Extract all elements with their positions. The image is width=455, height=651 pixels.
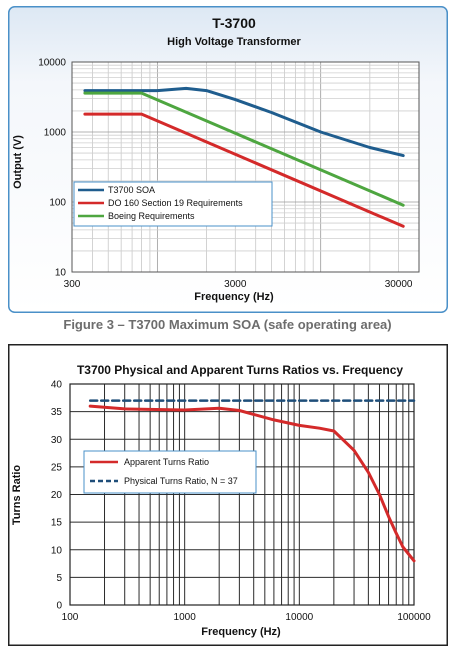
soa-chart-series <box>83 86 405 228</box>
soa-series-boeing-line <box>83 91 405 207</box>
turns-ratio-chart-title: T3700 Physical and Apparent Turns Ratios… <box>77 363 403 377</box>
turns-ratio-chart-legend: Apparent Turns Ratio Physical Turns Rati… <box>83 450 257 494</box>
turns-x-tick-label: 100 <box>62 612 79 623</box>
soa-y-tick-label: 100 <box>49 198 66 209</box>
legend-label-t3700-soa: T3700 SOA <box>108 185 155 195</box>
turns-ratio-chart-x-axis-label: Frequency (Hz) <box>201 626 281 638</box>
soa-y-tick-label: 10 <box>55 268 67 279</box>
soa-plot-area <box>72 62 419 272</box>
turns-y-tick-label: 10 <box>51 545 63 556</box>
soa-x-tick-label: 30000 <box>385 279 413 290</box>
soa-chart-grid <box>71 61 420 273</box>
turns-x-tick-label: 10000 <box>285 612 313 623</box>
turns-y-tick-label: 40 <box>51 380 63 391</box>
soa-chart-title: T-3700 <box>212 15 256 31</box>
soa-chart-panel: T-3700 High Voltage Transformer 300 3000 3… <box>8 6 448 313</box>
turns-ratio-chart-y-axis-label: Turns Ratio <box>11 465 23 526</box>
legend-label-physical: Physical Turns Ratio, N = 37 <box>124 476 238 486</box>
turns-ratio-chart: T3700 Physical and Apparent Turns Ratios… <box>8 344 448 646</box>
turns-y-tick-label: 5 <box>56 573 62 584</box>
soa-x-tick-label: 3000 <box>224 279 247 290</box>
soa-series-do160-line <box>83 112 405 228</box>
legend-label-boeing: Boeing Requirements <box>108 211 195 221</box>
soa-chart-y-axis-label: Output (V) <box>12 135 24 189</box>
soa-series-t3700-line <box>83 86 405 158</box>
turns-series-apparent-line <box>88 404 416 563</box>
soa-x-tick-label: 300 <box>64 279 81 290</box>
soa-plot-frame <box>71 61 420 273</box>
turns-ratio-chart-grid <box>69 383 415 606</box>
turns-plot-frame <box>69 383 415 606</box>
legend-label-do160: DO 160 Section 19 Requirements <box>108 198 243 208</box>
turns-ratio-chart-panel: T3700 Physical and Apparent Turns Ratios… <box>8 344 448 646</box>
turns-y-tick-label: 35 <box>51 407 63 418</box>
soa-chart-subtitle: High Voltage Transformer <box>167 36 301 48</box>
turns-ratio-chart-tick-labels: 100 1000 10000 100000 0 5 10 15 20 25 30 35 40 <box>51 380 431 624</box>
turns-x-tick-label: 100000 <box>397 612 431 623</box>
turns-y-tick-label: 0 <box>56 601 62 612</box>
turns-y-tick-label: 15 <box>51 518 63 529</box>
turns-x-tick-label: 1000 <box>174 612 197 623</box>
figure-caption: Figure 3 – T3700 Maximum SOA (safe opera… <box>63 317 392 332</box>
legend-label-apparent: Apparent Turns Ratio <box>124 457 209 467</box>
soa-chart-tick-labels: 300 3000 30000 10 100 1000 10000 <box>38 58 413 291</box>
soa-y-tick-label: 1000 <box>44 128 67 139</box>
turns-y-tick-label: 25 <box>51 462 63 473</box>
soa-chart-x-axis-label: Frequency (Hz) <box>194 291 274 303</box>
soa-y-tick-label: 10000 <box>38 58 66 69</box>
soa-chart: T-3700 High Voltage Transformer 300 3000 3… <box>8 6 448 313</box>
turns-y-tick-label: 30 <box>51 435 63 446</box>
turns-y-tick-label: 20 <box>51 490 63 501</box>
turns-ratio-chart-series <box>88 399 416 563</box>
soa-chart-legend: T3700 SOA DO 160 Section 19 Requirements… <box>73 181 273 227</box>
